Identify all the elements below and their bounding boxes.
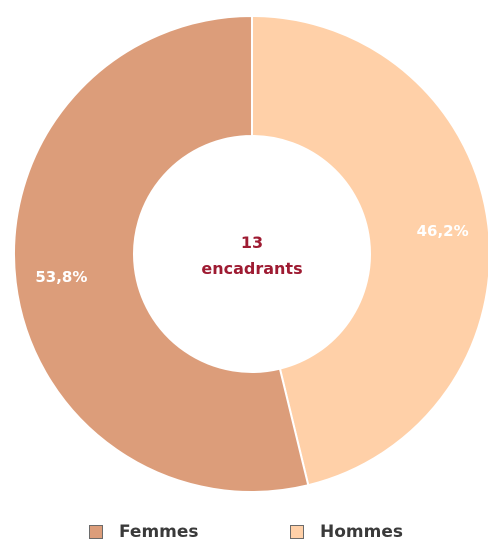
legend-label-hommes: Hommes xyxy=(320,522,403,542)
slice-label-femmes: 53,8% xyxy=(35,268,87,286)
donut-chart: 46,2% 53,8% 13 encadrants xyxy=(13,14,488,493)
slice-labels: 46,2% 53,8% xyxy=(35,222,468,286)
legend-item-femmes: Femmes xyxy=(89,520,199,544)
legend-item-hommes: Hommes xyxy=(290,520,403,544)
center-caption: encadrants xyxy=(201,259,302,278)
slice-femmes xyxy=(13,14,310,493)
slice-label-hommes: 46,2% xyxy=(417,222,469,240)
legend-label-femmes: Femmes xyxy=(119,522,199,542)
slice-hommes xyxy=(251,14,488,487)
legend-swatch-femmes xyxy=(89,525,103,539)
donut-slices xyxy=(13,14,488,493)
legend: Femmes Hommes xyxy=(0,520,488,544)
legend-swatch-hommes xyxy=(290,525,304,539)
center-count: 13 xyxy=(241,233,263,252)
